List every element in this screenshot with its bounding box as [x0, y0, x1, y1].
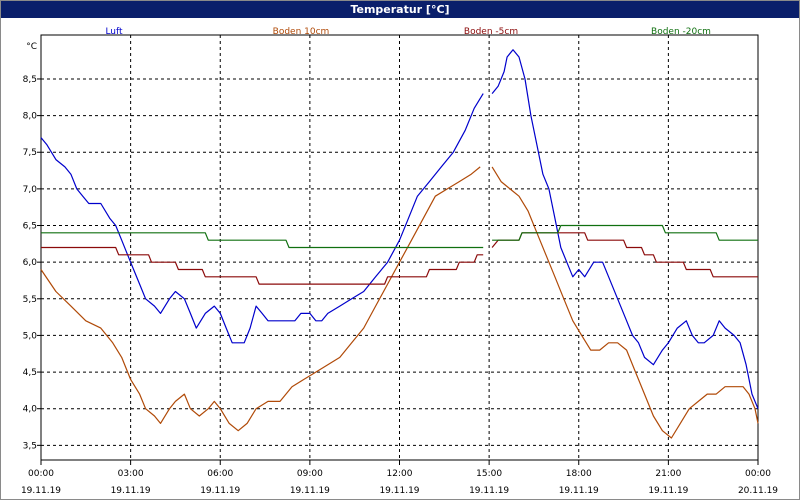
- x-tick-time: 09:00: [297, 469, 323, 479]
- legend-label: Boden -20cm: [651, 27, 711, 37]
- series-line-boden-10cm: [491, 166, 759, 439]
- x-tick-labels: 00:00 19.11.19 03:00 19.11.19 06:00 19.11.19 0…: [21, 469, 778, 496]
- y-tick-label: 6,5: [23, 222, 37, 232]
- chart-title: Temperatur [°C]: [1, 1, 799, 18]
- x-tick-time: 03:00: [118, 469, 144, 479]
- x-tick-time: 06:00: [207, 469, 233, 479]
- x-tick-date: 20.11.19: [738, 486, 778, 496]
- x-tick-date: 19.11.19: [111, 486, 151, 496]
- y-tick-labels: 3,5 4,0 4,5 5,0 5,5 6,0 6,5 7,0 7,5 8,0 8,5 °C: [23, 42, 38, 451]
- y-tick-label: 8,5: [23, 75, 37, 85]
- x-tick-time: 00:00: [28, 469, 54, 479]
- x-tick-date: 19.11.19: [469, 486, 509, 496]
- y-tick-label: 5,0: [23, 331, 38, 341]
- x-tick-time: 18:00: [566, 469, 592, 479]
- x-tick-date: 19.11.19: [290, 486, 330, 496]
- y-tick-label: 4,0: [23, 405, 38, 415]
- y-tick-label: 3,5: [23, 441, 37, 451]
- series-line-luft: [40, 93, 484, 344]
- series-line-boden-20cm: [41, 232, 484, 249]
- series-line-luft: [491, 49, 759, 409]
- x-tick-time: 21:00: [655, 469, 681, 479]
- series-line-boden-5cm: [41, 246, 484, 285]
- x-tick-date: 19.11.19: [648, 486, 688, 496]
- x-tick-date: 19.11.19: [200, 486, 240, 496]
- y-axis-unit: °C: [26, 42, 37, 52]
- y-tick-label: 4,5: [23, 368, 37, 378]
- series-line-boden-10cm: [40, 166, 481, 432]
- y-tick-label: 7,5: [23, 148, 37, 158]
- series-line-boden-5cm: [491, 232, 758, 278]
- legend-label: Luft: [105, 27, 123, 37]
- x-tick-date: 19.11.19: [559, 486, 599, 496]
- x-tick-time: 15:00: [476, 469, 502, 479]
- x-tick-time: 12:00: [387, 469, 413, 479]
- x-tick-time: 00:00: [745, 469, 771, 479]
- series-lines: [40, 49, 759, 439]
- x-tick-date: 19.11.19: [21, 486, 61, 496]
- axes: [37, 34, 759, 465]
- y-tick-label: 6,0: [23, 258, 38, 268]
- y-tick-label: 7,0: [23, 185, 38, 195]
- legend-label: Boden -5cm: [464, 27, 518, 37]
- y-tick-label: 8,0: [23, 112, 38, 122]
- series-line-boden-20cm: [492, 224, 758, 241]
- x-tick-date: 19.11.19: [379, 486, 419, 496]
- legend: Luft Boden 10cm Boden -5cm Boden -20cm: [105, 27, 711, 37]
- legend-label: Boden 10cm: [273, 27, 330, 37]
- y-tick-label: 5,5: [23, 295, 37, 305]
